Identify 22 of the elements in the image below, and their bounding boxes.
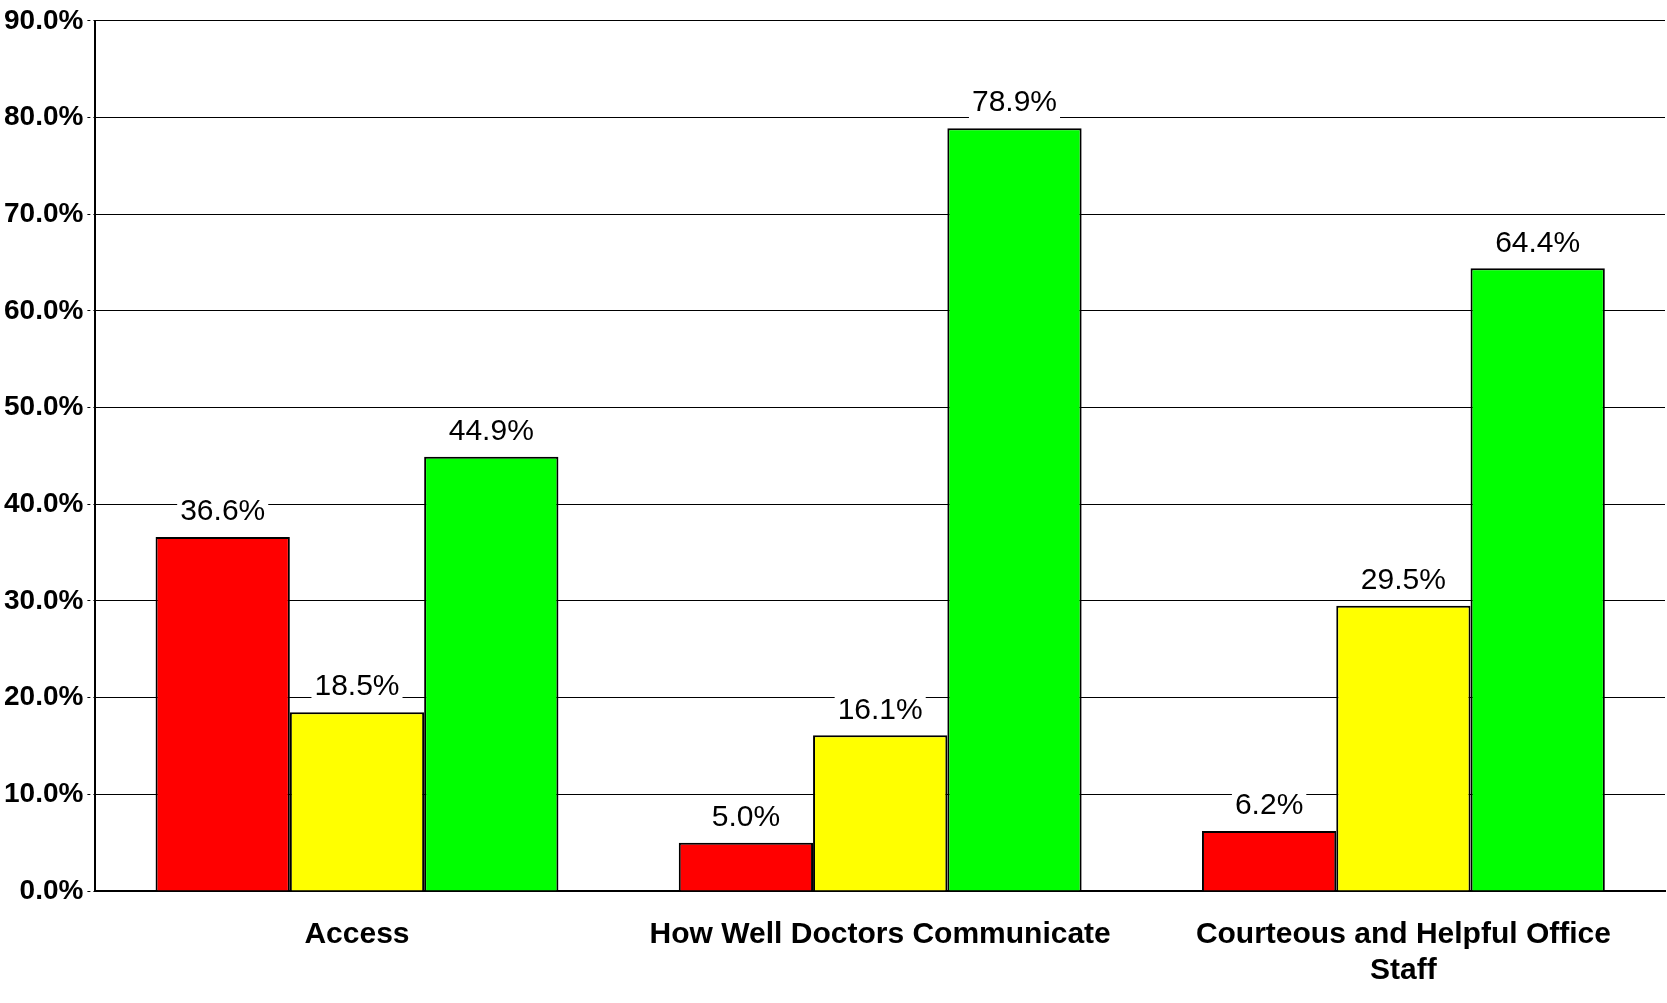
y-tick-label: 90.0% [3, 3, 84, 35]
y-tick-label: 70.0% [3, 196, 84, 228]
y-tick-label: 30.0% [3, 583, 84, 615]
y-tick-label: 50.0% [3, 390, 84, 422]
y-tick-label: 20.0% [3, 680, 84, 712]
data-label: 16.1% [837, 691, 923, 725]
data-label: 29.5% [1360, 562, 1446, 596]
data-label: 64.4% [1495, 224, 1581, 258]
x-tick-label: Courteous and Helpful Office Staff [1195, 916, 1611, 986]
y-tick-label: 0.0% [19, 873, 84, 905]
x-tick-label: How Well Doctors Communicate [649, 916, 1111, 950]
data-label: 5.0% [711, 798, 781, 832]
y-tick-label: 10.0% [3, 777, 84, 809]
data-label: 6.2% [1234, 787, 1304, 821]
data-label: 18.5% [314, 668, 400, 702]
data-label: 78.9% [971, 84, 1058, 118]
x-tick-label: Access [304, 916, 410, 950]
data-label: 44.9% [448, 413, 534, 447]
y-tick-label: 80.0% [3, 100, 84, 132]
y-tick-label: 40.0% [3, 486, 84, 518]
data-label: 36.6% [180, 493, 266, 527]
y-tick-label: 60.0% [3, 293, 84, 325]
